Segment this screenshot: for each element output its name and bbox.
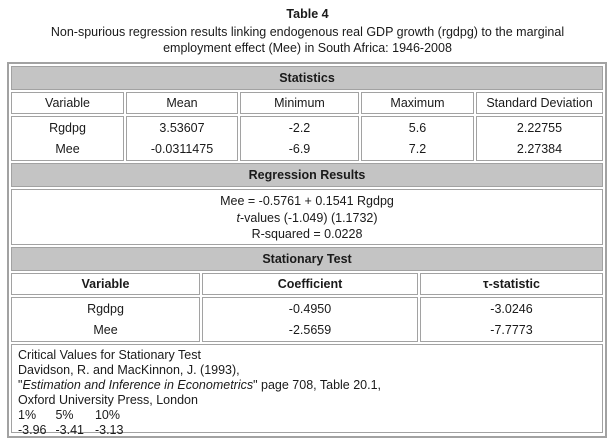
statistics-rgdpg-variable: Rgdpg — [49, 121, 86, 135]
regression-section-header: Regression Results — [11, 163, 603, 187]
table-number-title: Table 4 — [286, 7, 329, 21]
stationary-section-header: Stationary Test — [11, 247, 603, 271]
statistics-col-std-dev: Standard Deviation — [476, 92, 603, 114]
t-values-italic-t: t — [236, 210, 240, 225]
statistics-rgdpg-mean: 3.53607 — [159, 121, 205, 135]
stationary-tau-cell: -3.0246 -7.7773 — [420, 297, 603, 342]
critical-value-10pct: -3.13 — [94, 423, 124, 437]
stationary-rgdpg-coefficient: -0.4950 — [288, 302, 332, 316]
table-caption: Non-spurious regression results linking … — [50, 25, 565, 55]
footnote-line-4: Oxford University Press, London — [18, 393, 198, 407]
statistics-variable-cell: Rgdpg Mee — [11, 116, 124, 161]
regression-equation: Mee = -0.5761 + 0.1541 Rgdpg — [220, 194, 394, 208]
footnote-line-1: Critical Values for Stationary Test — [18, 348, 201, 362]
stationary-rgdpg-tau: -3.0246 — [490, 302, 533, 316]
statistics-section-header: Statistics — [11, 66, 603, 90]
stationary-mee-coefficient: -2.5659 — [288, 323, 332, 337]
sig-level-1pct: 1% — [18, 408, 37, 422]
critical-value-1pct: -3.96 — [18, 423, 47, 437]
statistics-mee-mean: -0.0311475 — [150, 142, 214, 156]
stationary-col-coefficient: Coefficient — [202, 273, 418, 295]
statistics-mean-cell: 3.53607 -0.0311475 — [126, 116, 238, 161]
footnote-line-3-rest: " page 708, Table 20.1, — [253, 378, 382, 392]
stationary-coefficient-cell: -0.4950 -2.5659 — [202, 297, 418, 342]
statistics-mee-minimum: -6.9 — [288, 142, 311, 156]
stationary-variable-cell: Rgdpg Mee — [11, 297, 200, 342]
book-title: Estimation and Inference in Econometrics — [22, 378, 254, 392]
statistics-column-header-row: Variable Mean Minimum Maximum Standard D… — [11, 92, 603, 114]
critical-values-row: -3.96 -3.41 -3.13 — [18, 423, 596, 438]
footnote-line-2: Davidson, R. and MacKinnon, J. (1993), — [18, 363, 240, 377]
stationary-col-tau-statistic: τ-statistic — [420, 273, 603, 295]
footnote-line-3: "Estimation and Inference in Econometric… — [18, 378, 596, 393]
critical-values-footnote: Critical Values for Stationary Test Davi… — [11, 344, 603, 437]
statistics-maximum-cell: 5.6 7.2 — [361, 116, 474, 161]
statistics-mee-variable: Mee — [55, 142, 80, 156]
critical-value-5pct: -3.41 — [55, 423, 84, 437]
statistics-col-variable: Variable — [11, 92, 124, 114]
statistics-rgdpg-minimum: -2.2 — [288, 121, 311, 135]
statistics-mee-std-dev: 2.27384 — [516, 142, 563, 156]
stationary-data-rows: Rgdpg Mee -0.4950 -2.5659 -3.0246 -7.777… — [11, 297, 603, 342]
sig-level-10pct: 10% — [94, 408, 120, 422]
statistics-col-mean: Mean — [126, 92, 238, 114]
significance-levels-row: 1% 5% 10% — [18, 408, 596, 423]
statistics-rgdpg-std-dev: 2.22755 — [516, 121, 563, 135]
statistics-mee-maximum: 7.2 — [408, 142, 427, 156]
stationary-mee-tau: -7.7773 — [490, 323, 533, 337]
stationary-mee-variable: Mee — [93, 323, 118, 337]
statistics-rgdpg-maximum: 5.6 — [408, 121, 427, 135]
statistics-std-dev-cell: 2.22755 2.27384 — [476, 116, 603, 161]
results-table: Statistics Variable Mean Minimum Maximum… — [7, 62, 607, 438]
statistics-col-minimum: Minimum — [240, 92, 359, 114]
statistics-col-maximum: Maximum — [361, 92, 474, 114]
stationary-rgdpg-variable: Rgdpg — [87, 302, 124, 316]
statistics-data-rows: Rgdpg Mee 3.53607 -0.0311475 -2.2 -6.9 5… — [11, 116, 603, 161]
title-block: Table 4 Non-spurious regression results … — [0, 0, 615, 56]
stationary-col-variable: Variable — [11, 273, 200, 295]
sig-level-5pct: 5% — [55, 408, 74, 422]
regression-results-cell: Mee = -0.5761 + 0.1541 Rgdpg t-values (-… — [11, 189, 603, 245]
t-values-rest: -values (-1.049) (1.1732) — [239, 210, 378, 225]
stationary-column-header-row: Variable Coefficient τ-statistic — [11, 273, 603, 295]
statistics-minimum-cell: -2.2 -6.9 — [240, 116, 359, 161]
quote-open: " — [18, 378, 23, 392]
regression-t-values: t-values (-1.049) (1.1732) — [12, 210, 602, 227]
regression-r-squared: R-squared = 0.0228 — [251, 227, 363, 241]
